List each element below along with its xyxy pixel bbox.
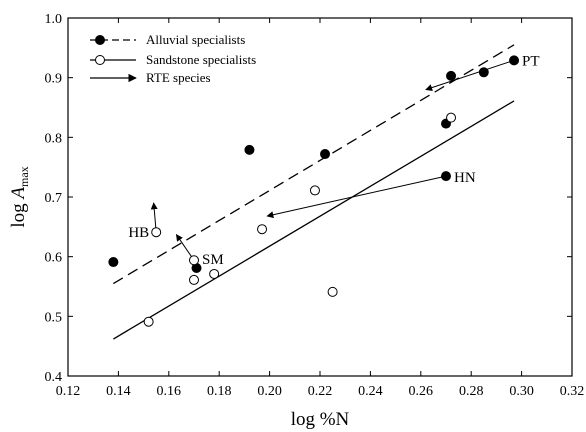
sandstone-point [446,112,457,123]
point-label-sm: SM [202,252,224,268]
y-tick-label: 0.9 [45,72,63,87]
sandstone-fit-line [113,100,515,340]
data-points [108,55,520,327]
alluvial-point [320,149,331,160]
legend-alluvial-marker [95,35,105,45]
alluvial-point [509,55,520,66]
y-tick-label: 0.7 [45,191,63,206]
legend-sandstone-label: Sandstone specialists [146,52,256,67]
y-axis-label-base: log [8,199,29,228]
legend-alluvial-label: Alluvial specialists [146,32,245,47]
alluvial-point [244,144,255,155]
sandstone-point [309,185,320,196]
sandstone-point [189,255,199,266]
sandstone-point [151,227,162,238]
legend-rte-label: RTE species [146,70,211,85]
x-tick-label: 0.26 [409,384,434,399]
x-axis-ticks: 0.12 0.14 0.16 0.18 0.20 0.22 0.24 0.26 0.28 0.30… [56,18,585,399]
y-tick-label: 0.4 [45,370,63,385]
y-axis-label-sub: max [17,166,31,187]
x-tick-label: 0.22 [308,384,333,399]
y-tick-label: 1.0 [45,12,63,27]
alluvial-point [478,67,489,78]
x-tick-label: 0.18 [207,384,232,399]
y-axis-ticks: 0.4 0.5 0.6 0.7 0.8 0.9 1.0 [45,12,572,385]
sandstone-point [143,316,154,327]
point-labels: HN PT HB SM [128,53,539,268]
sandstone-point [189,274,199,285]
point-label-hb: HB [128,225,149,241]
alluvial-point [446,70,457,81]
alluvial-point [108,257,119,268]
regression-lines [113,44,515,340]
rte-arrow [266,175,447,219]
x-tick-label: 0.20 [257,384,282,399]
y-tick-label: 0.5 [45,310,63,325]
y-tick-label: 0.8 [45,131,63,146]
plot-frame [67,17,573,377]
y-axis-label-var: A [8,187,29,201]
y-tick-label: 0.6 [45,251,63,266]
legend: Alluvial specialists Sandstone specialis… [90,32,256,85]
rte-arrow [425,59,515,91]
sandstone-point [257,224,268,235]
alluvial-point [441,171,451,182]
legend-sandstone-marker [95,55,105,65]
x-tick-label: 0.30 [509,384,534,399]
point-label-hn: HN [454,170,476,186]
alluvial-fit-line [113,44,515,285]
x-tick-label: 0.14 [106,384,131,399]
x-tick-label: 0.12 [56,384,81,399]
sandstone-point [209,268,220,279]
x-axis-label: log %N [291,409,350,430]
x-tick-label: 0.28 [459,384,484,399]
y-axis-label: log Amax [8,166,31,227]
sandstone-point [327,286,338,297]
x-tick-label: 0.32 [560,384,585,399]
point-label-pt: PT [522,53,540,69]
rte-arrow [175,234,195,261]
x-tick-label: 0.24 [358,384,383,399]
rte-arrows [150,59,515,261]
x-tick-label: 0.16 [157,384,182,399]
